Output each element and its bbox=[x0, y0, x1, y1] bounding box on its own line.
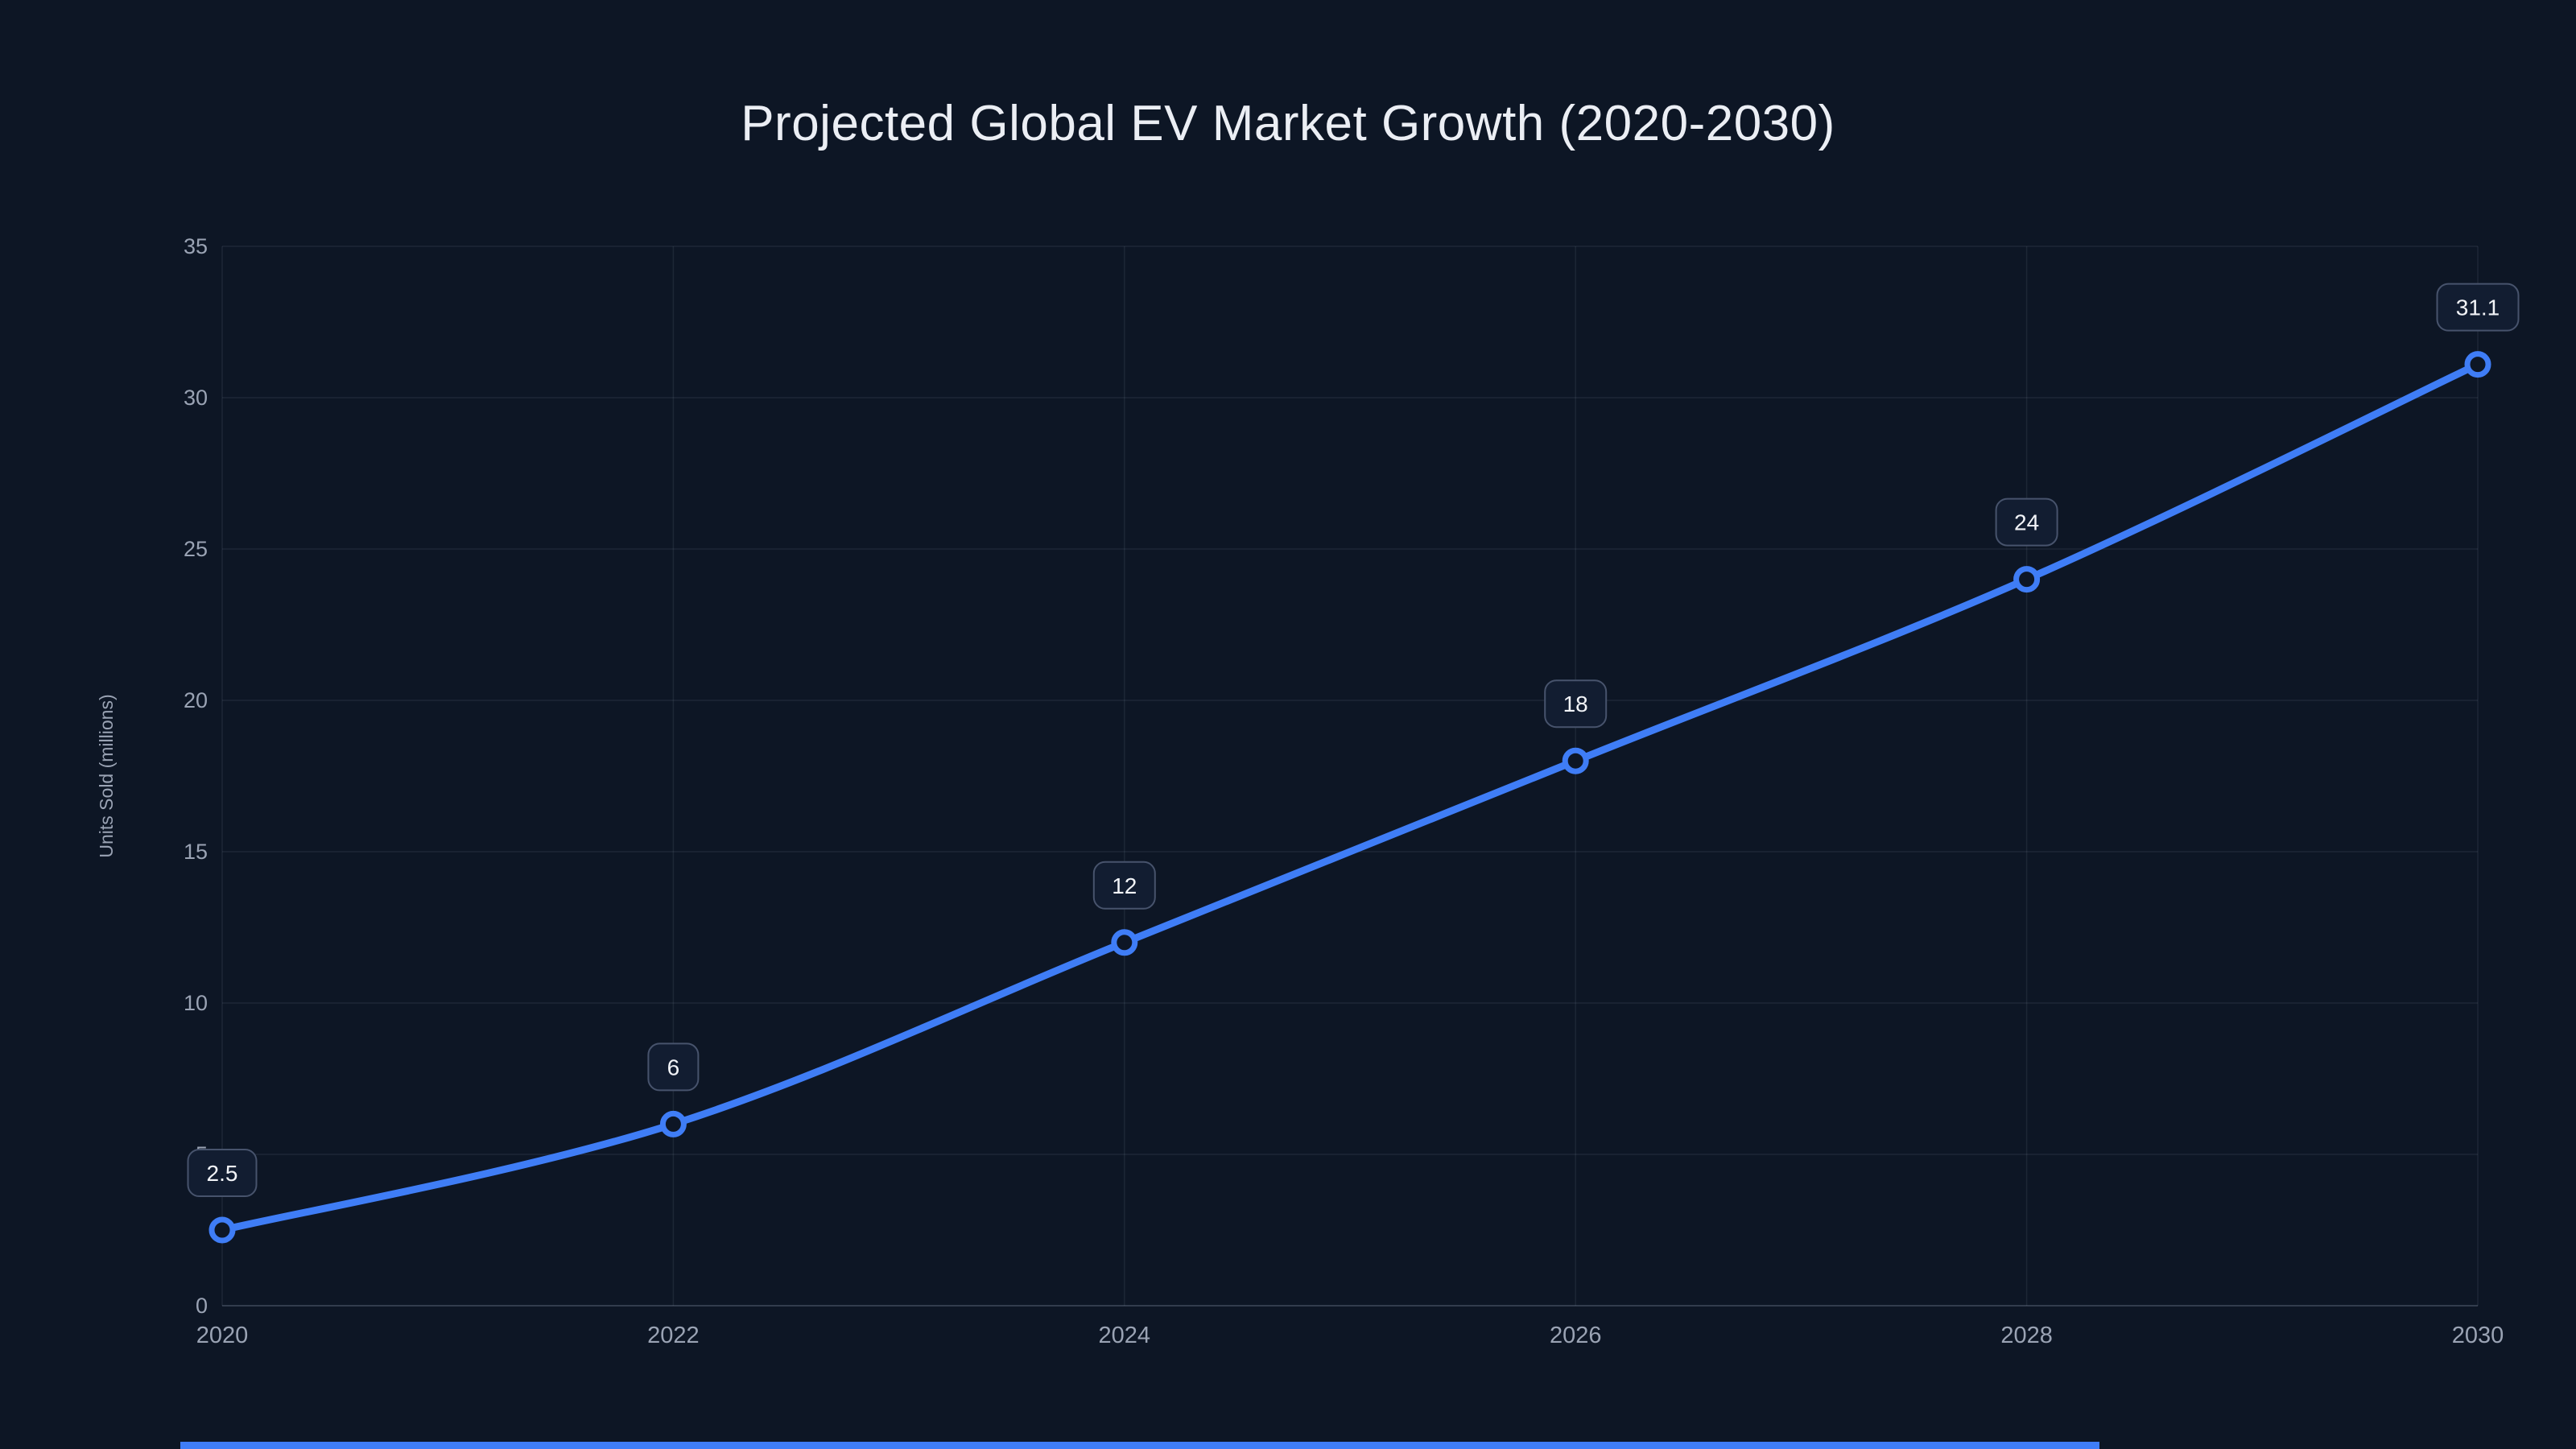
data-point-label-box bbox=[647, 1042, 700, 1092]
data-point-marker bbox=[208, 1216, 236, 1244]
data-point-label-box bbox=[187, 1149, 258, 1197]
x-tick-label: 2024 bbox=[1099, 1323, 1151, 1348]
data-point-label: 18 bbox=[1563, 691, 1588, 716]
data-point-marker bbox=[1562, 747, 1589, 774]
x-tick-label: 2030 bbox=[2452, 1323, 2504, 1348]
x-tick-label: 2026 bbox=[1550, 1323, 1602, 1348]
bottom-accent-bar bbox=[180, 1442, 2099, 1449]
data-point-label-box bbox=[1995, 497, 2058, 547]
data-point-marker bbox=[1111, 929, 1138, 956]
y-tick-label: 35 bbox=[184, 234, 208, 258]
y-tick-label: 30 bbox=[184, 386, 208, 410]
data-point-label: 6 bbox=[667, 1055, 680, 1080]
y-tick-label: 0 bbox=[196, 1294, 208, 1318]
y-tick-label: 15 bbox=[184, 840, 208, 864]
x-tick-label: 2022 bbox=[647, 1323, 700, 1348]
y-tick-label: 25 bbox=[184, 537, 208, 561]
y-tick-label: 10 bbox=[184, 991, 208, 1015]
data-point-label-box bbox=[1544, 679, 1608, 729]
y-tick-label: 20 bbox=[184, 688, 208, 712]
data-point-label: 2.5 bbox=[207, 1161, 238, 1186]
data-point-marker bbox=[2013, 566, 2041, 593]
data-point-label: 31.1 bbox=[2456, 295, 2500, 320]
chart-title: Projected Global EV Market Growth (2020-… bbox=[741, 96, 1835, 151]
data-point-marker bbox=[2464, 351, 2491, 378]
data-point-label: 12 bbox=[1112, 873, 1137, 898]
x-tick-label: 2020 bbox=[196, 1323, 249, 1348]
trend-line bbox=[218, 361, 2482, 1234]
y-axis-title: Units Sold (millions) bbox=[96, 694, 117, 857]
x-tick-label: 2028 bbox=[2000, 1323, 2053, 1348]
data-point-label-box bbox=[1092, 861, 1156, 910]
data-point-marker bbox=[659, 1110, 687, 1137]
data-point-label: 24 bbox=[2014, 510, 2039, 535]
data-point-label-box bbox=[2436, 283, 2520, 332]
